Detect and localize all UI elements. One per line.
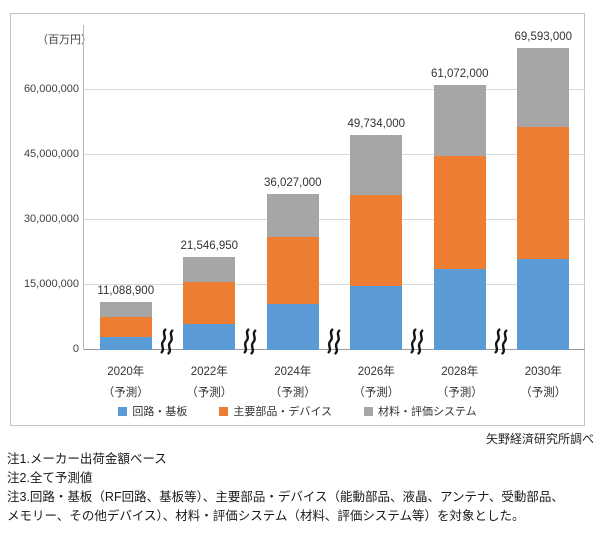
legend-swatch-icon: [364, 406, 373, 416]
y-axis-tick-label: 0: [72, 343, 79, 355]
bar-segment-2028年-主要部品・デバイス: [433, 156, 486, 269]
legend-item-材料・評価システム: 材料・評価システム: [364, 403, 477, 419]
chart-legend: 回路・基板 主要部品・デバイス 材料・評価システム: [11, 403, 584, 419]
bar-segment-2020年-回路・基板: [99, 337, 152, 350]
bar-segment-2020年-材料・評価システム: [99, 301, 152, 318]
bar-segment-2028年-回路・基板: [433, 268, 486, 350]
bar-total-label: 21,546,950: [180, 239, 239, 252]
bar-total-label: 36,027,000: [263, 176, 322, 189]
bar-segment-2022年-主要部品・デバイス: [183, 282, 236, 324]
axis-break-icon: [240, 328, 260, 360]
gridline: [84, 284, 585, 285]
gridline: [84, 154, 585, 155]
y-axis-tick-label: 30,000,000: [23, 213, 79, 225]
bar-segment-2026年-主要部品・デバイス: [350, 194, 403, 286]
bar-total-label: 69,593,000: [514, 31, 573, 44]
y-axis-unit-label: （百万円）: [37, 34, 92, 46]
y-axis-tick-label: 60,000,000: [23, 83, 79, 95]
bar-segment-2030年-回路・基板: [517, 259, 570, 350]
axis-break-icon: [157, 328, 177, 360]
chart-frame: （百万円） 0 15,000,000 30,000,000 45,000,000 60,…: [10, 13, 585, 426]
legend-label: 材料・評価システム: [378, 406, 477, 418]
bar-segment-2022年-回路・基板: [183, 323, 236, 350]
footnote-1: 注1.メーカー出荷金額ベース: [7, 452, 167, 466]
x-axis-label: 2022年 （予測）: [186, 366, 233, 399]
legend-label: 回路・基板: [132, 406, 188, 418]
bar-total-label: 11,088,900: [97, 284, 155, 297]
legend-item-回路・基板: 回路・基板: [118, 403, 187, 419]
x-axis-line: [84, 349, 585, 350]
footnotes: 注1.メーカー出荷金額ベース 注2.全て予測値 注3.回路・基板（RF回路、基板…: [7, 450, 593, 526]
footnote-2: 注2.全て予測値: [7, 471, 93, 485]
plot-area: 0 15,000,000 30,000,000 45,000,000 60,000,00…: [24, 25, 585, 399]
bar-total-label: 49,734,000: [347, 117, 406, 130]
legend-item-主要部品・デバイス: 主要部品・デバイス: [219, 403, 332, 419]
bar-segment-2028年-材料・評価システム: [433, 85, 486, 157]
gridline: [84, 219, 585, 220]
source-attribution: 矢野経済研究所調べ: [485, 432, 594, 446]
x-axis-label: 2024年 （予測）: [269, 366, 316, 399]
legend-label: 主要部品・デバイス: [233, 406, 332, 418]
legend-swatch-icon: [219, 406, 229, 416]
bar-segment-2026年-回路・基板: [350, 285, 403, 350]
bar-segment-2024年-主要部品・デバイス: [266, 237, 319, 304]
bar-segment-2024年-材料・評価システム: [266, 193, 319, 238]
footnote-3-line-2: メモリー、その他デバイス）、材料・評価システム（材料、評価システム等）を対象とし…: [7, 509, 525, 523]
legend-swatch-icon: [118, 406, 128, 416]
bar-segment-2024年-回路・基板: [266, 303, 319, 350]
x-axis-label: 2028年 （予測）: [436, 366, 483, 399]
bar-total-label: 61,072,000: [430, 68, 489, 81]
footnote-3-line-1: 注3.回路・基板（RF回路、基板等）、主要部品・デバイス（能動部品、液晶、アンテ…: [7, 490, 564, 504]
bar-segment-2020年-主要部品・デバイス: [99, 317, 152, 338]
bar-segment-2026年-材料・評価システム: [350, 134, 403, 195]
x-axis-label: 2026年 （予測）: [353, 366, 400, 399]
gridline: [84, 89, 585, 90]
bar-segment-2022年-材料・評価システム: [183, 256, 236, 283]
axis-break-icon: [491, 328, 511, 360]
bar-segment-2030年-材料・評価システム: [517, 48, 570, 128]
bar-segment-2030年-主要部品・デバイス: [517, 127, 570, 259]
y-axis-tick-label: 45,000,000: [23, 148, 79, 160]
y-axis-tick-label: 15,000,000: [23, 278, 79, 290]
x-axis-label: 2020年 （予測）: [102, 366, 149, 399]
axis-break-icon: [407, 328, 427, 360]
x-axis-label: 2030年 （予測）: [520, 366, 567, 399]
axis-break-icon: [324, 328, 344, 360]
